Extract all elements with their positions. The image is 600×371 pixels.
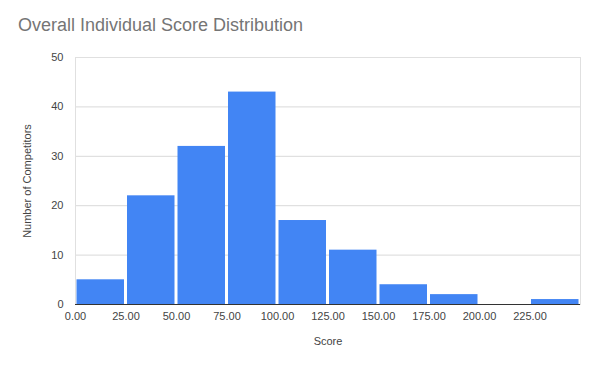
svg-text:40: 40 — [51, 100, 63, 112]
svg-text:50: 50 — [51, 51, 63, 63]
svg-text:0: 0 — [57, 298, 63, 310]
svg-text:25.00: 25.00 — [112, 310, 140, 322]
svg-text:75.00: 75.00 — [213, 310, 241, 322]
svg-text:10: 10 — [51, 249, 63, 261]
svg-text:200.00: 200.00 — [463, 310, 497, 322]
svg-text:0.00: 0.00 — [65, 310, 86, 322]
svg-text:100.00: 100.00 — [261, 310, 295, 322]
svg-text:50.00: 50.00 — [163, 310, 191, 322]
svg-text:Score: Score — [314, 335, 343, 347]
svg-text:20: 20 — [51, 199, 63, 211]
html-text:Overall Individual Score Distr: Overall Individual Score Distribution — [18, 15, 304, 35]
svg-text:125.00: 125.00 — [311, 310, 345, 322]
svg-text:175.00: 175.00 — [412, 310, 446, 322]
svg-text:225.00: 225.00 — [513, 310, 547, 322]
svg-text:150.00: 150.00 — [362, 310, 396, 322]
svg-text:30: 30 — [51, 150, 63, 162]
svg-text:Number of Competitors: Number of Competitors — [21, 124, 33, 238]
